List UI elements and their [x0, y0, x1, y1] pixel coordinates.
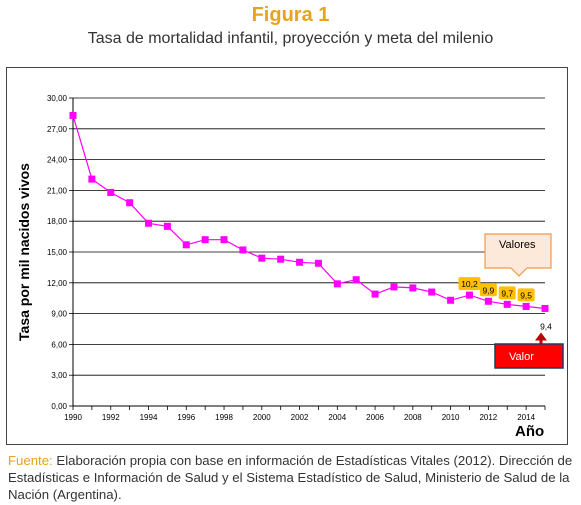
x-tick-label: 2002: [291, 413, 309, 422]
data-point: [541, 304, 549, 312]
x-tick-label: 1998: [215, 413, 233, 422]
data-point: [258, 254, 266, 262]
data-point: [277, 255, 285, 263]
x-tick-label: 2008: [404, 413, 422, 422]
data-point: [163, 222, 171, 230]
data-point: [88, 175, 96, 183]
source-note: Fuente: Elaboración propia con base en i…: [8, 452, 574, 503]
data-point: [390, 283, 398, 291]
grid-lines: [73, 97, 545, 376]
y-tick-labels: 0,00 3,00 6,00 9,00 12,00 15,00 18,00 21,00 24,0…: [47, 94, 68, 411]
figure-title: Figura 1: [251, 4, 330, 26]
y-tick-label: 6,00: [51, 340, 67, 349]
y-tick-label: 27,00: [47, 125, 68, 134]
y-axis-label: Tasa por mil nacidos vivos: [16, 163, 32, 341]
data-point: [522, 302, 530, 310]
x-tick-label: 2012: [479, 413, 497, 422]
x-tick-label: 1994: [140, 413, 158, 422]
x-tick-labels: 1990 1992 1994 1996 1998 2000 2002 2004 2006 2008…: [64, 413, 535, 422]
data-point: [220, 236, 228, 244]
data-point: [182, 241, 190, 249]
y-tick-label: 24,00: [47, 156, 68, 165]
x-tick-label: 2004: [328, 413, 346, 422]
data-point: [239, 246, 247, 254]
data-point: [503, 300, 511, 308]
data-label-box: [458, 277, 481, 291]
y-tick-label: 12,00: [47, 279, 68, 288]
chart-frame: 0,00 3,00 6,00 9,00 12,00 15,00 18,00 21,00 24,0…: [6, 67, 568, 445]
x-tick-label: 2000: [253, 413, 271, 422]
source-label: Fuente:: [8, 453, 53, 468]
data-labels: 10,2 9,9 9,7 9,5: [458, 277, 535, 302]
x-tick-label: 1990: [64, 413, 82, 422]
x-tick-label: 1996: [177, 413, 195, 422]
x-tick-label: 2010: [442, 413, 460, 422]
data-label: 10,2: [461, 279, 478, 289]
y-tick-label: 18,00: [47, 217, 68, 226]
y-tick-label: 3,00: [51, 371, 67, 380]
goal-arrow-head: [535, 332, 547, 341]
y-tick-label: 15,00: [47, 248, 68, 257]
goal-label: 9,4: [540, 321, 552, 331]
callout-value: Valor: [494, 343, 564, 369]
y-tick-label: 21,00: [47, 186, 68, 195]
data-point: [409, 284, 417, 292]
source-text: Elaboración propia con base en informaci…: [8, 453, 573, 502]
data-label: 9,5: [520, 290, 532, 300]
data-point: [69, 111, 77, 119]
series-mortality: [69, 111, 549, 312]
data-point: [296, 258, 304, 266]
data-point: [371, 290, 379, 298]
y-tick-label: 0,00: [51, 402, 67, 411]
x-tick-label: 2006: [366, 413, 384, 422]
callout-values: Valores: [484, 233, 552, 277]
data-point: [428, 288, 436, 296]
callout-values-shape: [484, 233, 552, 277]
axes: [69, 97, 546, 410]
data-point: [145, 219, 153, 227]
data-point: [201, 236, 209, 244]
data-label: 9,9: [482, 285, 494, 295]
data-point: [465, 291, 473, 299]
x-tick-label: 1992: [102, 413, 120, 422]
data-label-box: [479, 283, 497, 297]
line-chart: 0,00 3,00 6,00 9,00 12,00 15,00 18,00 21,00 24,0…: [16, 94, 564, 440]
data-point: [447, 296, 455, 304]
callout-values-text: Valores: [499, 239, 536, 251]
data-point: [314, 259, 322, 267]
x-axis-label: Año: [515, 423, 544, 440]
callout-value-text: Valor: [509, 351, 534, 363]
data-point: [352, 276, 360, 284]
figure-subtitle: Tasa de mortalidad infantil, proyección …: [87, 30, 494, 47]
data-label: 9,7: [501, 288, 513, 298]
callout-value-box: [494, 343, 564, 369]
y-tick-label: 30,00: [47, 94, 68, 103]
data-label-box: [517, 288, 535, 302]
y-tick-label: 9,00: [51, 310, 67, 319]
x-tick-label: 2014: [517, 413, 535, 422]
data-point: [484, 297, 492, 305]
data-point: [107, 188, 115, 196]
data-point: [126, 199, 134, 207]
data-point: [333, 280, 341, 288]
data-label-box: [498, 286, 516, 300]
